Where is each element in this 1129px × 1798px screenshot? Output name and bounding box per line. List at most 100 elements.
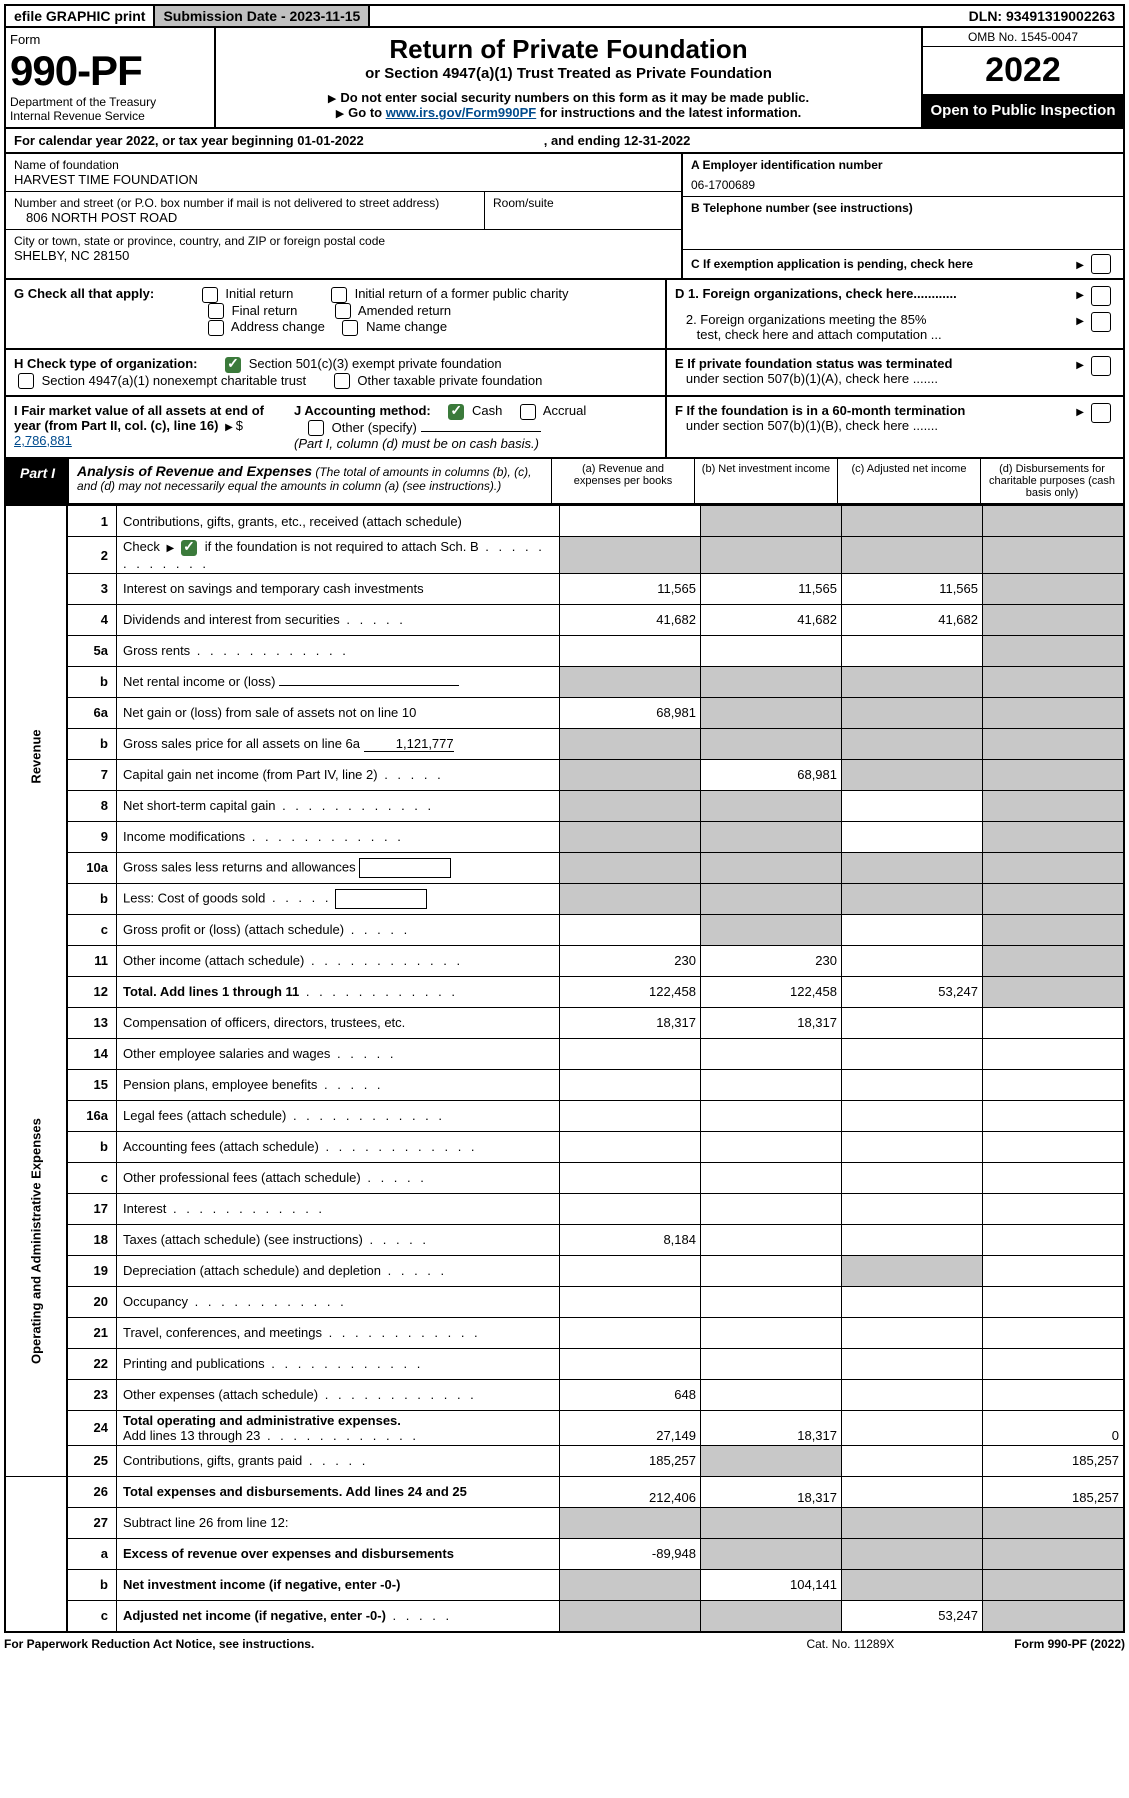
d2-checkbox[interactable] [1091, 312, 1111, 332]
calendar-year-row: For calendar year 2022, or tax year begi… [4, 129, 1125, 154]
omb-number: OMB No. 1545-0047 [923, 28, 1123, 47]
col-d-header: (d) Disbursements for charitable purpose… [980, 459, 1123, 503]
line-8: Net short-term capital gain [123, 798, 275, 813]
ein-label: A Employer identification number [691, 158, 883, 172]
line-7: Capital gain net income (from Part IV, l… [123, 767, 378, 782]
g-o5: Address change [231, 319, 325, 334]
f1: F If the foundation is in a 60-month ter… [675, 403, 965, 418]
h-o2: Section 4947(a)(1) nonexempt charitable … [42, 373, 306, 388]
r11-a: 230 [560, 945, 701, 976]
line-16b: Accounting fees (attach schedule) [123, 1139, 319, 1154]
form-subtitle: or Section 4947(a)(1) Trust Treated as P… [220, 65, 917, 82]
cal-a: For calendar year 2022, or tax year begi… [14, 133, 364, 148]
line-23: Other expenses (attach schedule) [123, 1387, 318, 1402]
h-label: H Check type of organization: [14, 356, 197, 371]
line-17: Interest [123, 1201, 166, 1216]
submission-date: Submission Date - 2023-11-15 [155, 6, 370, 26]
f2: under section 507(b)(1)(B), check here .… [686, 418, 938, 433]
r6a-a: 68,981 [560, 697, 701, 728]
r3-b: 11,565 [701, 573, 842, 604]
d2b: test, check here and attach computation … [697, 327, 942, 342]
phone-label: B Telephone number (see instructions) [691, 201, 913, 215]
top-bar: efile GRAPHIC print Submission Date - 20… [4, 4, 1125, 28]
r27c-c: 53,247 [842, 1600, 983, 1632]
h-4947-checkbox[interactable] [18, 373, 34, 389]
line-24a: Total operating and administrative expen… [123, 1413, 401, 1428]
line-27b: Net investment income (if negative, ente… [117, 1569, 560, 1600]
arrow-icon [1073, 403, 1087, 451]
efile-label: efile GRAPHIC print [6, 6, 155, 26]
exemption-checkbox[interactable] [1091, 254, 1111, 274]
line-12: Total. Add lines 1 through 11 [123, 984, 299, 999]
city-state-zip: SHELBY, NC 28150 [14, 248, 673, 263]
section-i-j-f: I Fair market value of all assets at end… [4, 397, 1125, 459]
r25-a: 185,257 [560, 1445, 701, 1476]
foundation-name: HARVEST TIME FOUNDATION [14, 172, 673, 187]
g-o3: Final return [232, 303, 298, 318]
line-20: Occupancy [123, 1294, 188, 1309]
g-o4: Amended return [358, 303, 451, 318]
g-address-change-checkbox[interactable] [208, 320, 224, 336]
col-c-header: (c) Adjusted net income [837, 459, 980, 503]
arrow-icon [1073, 286, 1087, 306]
h-other-taxable-checkbox[interactable] [334, 373, 350, 389]
line-4: Dividends and interest from securities [123, 612, 340, 627]
g-final-return-checkbox[interactable] [208, 303, 224, 319]
part-1-tag: Part I [6, 459, 69, 503]
g-initial-return-checkbox[interactable] [202, 287, 218, 303]
r4-a: 41,682 [560, 604, 701, 635]
r27a-a: -89,948 [560, 1538, 701, 1569]
line-1: Contributions, gifts, grants, etc., rece… [117, 506, 560, 537]
r11-b: 230 [701, 945, 842, 976]
ein-value: 06-1700689 [691, 178, 1115, 192]
d1-checkbox[interactable] [1091, 286, 1111, 306]
r26-a: 212,406 [560, 1476, 701, 1507]
j-label: J Accounting method: [294, 403, 431, 418]
revenue-side-label: Revenue [5, 506, 67, 1008]
e-checkbox[interactable] [1091, 356, 1111, 376]
section-g-d: G Check all that apply: Initial return I… [4, 280, 1125, 350]
g-initial-former-checkbox[interactable] [331, 287, 347, 303]
line-6b: Gross sales price for all assets on line… [123, 736, 360, 751]
arrow-icon [222, 418, 236, 433]
r23-a: 648 [560, 1379, 701, 1410]
e1: E If private foundation status was termi… [675, 356, 952, 371]
room-label: Room/suite [485, 192, 681, 229]
g-o6: Name change [366, 319, 447, 334]
arrow-icon [1073, 257, 1087, 271]
line-11: Other income (attach schedule) [123, 953, 304, 968]
section-h-e: H Check type of organization: Section 50… [4, 350, 1125, 397]
j-o3: Other (specify) [332, 420, 417, 435]
line-10c: Gross profit or (loss) (attach schedule) [123, 922, 344, 937]
j-accrual-checkbox[interactable] [520, 404, 536, 420]
f-checkbox[interactable] [1091, 403, 1111, 423]
line-27c: Adjusted net income (if negative, enter … [123, 1608, 386, 1623]
line-22: Printing and publications [123, 1356, 265, 1371]
g-name-change-checkbox[interactable] [342, 320, 358, 336]
exemption-pending-label: C If exemption application is pending, c… [691, 257, 1073, 271]
form-number: 990-PF [10, 47, 210, 95]
form-header: Form 990-PF Department of the Treasury I… [4, 28, 1125, 129]
j-cash-checkbox[interactable] [448, 404, 464, 420]
line-2-checkbox[interactable] [181, 540, 197, 556]
r12-a: 122,458 [560, 976, 701, 1007]
i-value: 2,786,881 [14, 433, 72, 448]
form-word: Form [10, 32, 210, 47]
cal-b: , and ending 12-31-2022 [544, 133, 691, 148]
line-26: Total expenses and disbursements. Add li… [123, 1484, 467, 1499]
line-21: Travel, conferences, and meetings [123, 1325, 322, 1340]
irs-link[interactable]: www.irs.gov/Form990PF [386, 105, 537, 120]
col-b-header: (b) Net investment income [694, 459, 837, 503]
r3-a: 11,565 [560, 573, 701, 604]
line-13: Compensation of officers, directors, tru… [117, 1007, 560, 1038]
r24-a: 27,149 [560, 1410, 701, 1445]
g-amended-return-checkbox[interactable] [335, 303, 351, 319]
r13-a: 18,317 [560, 1007, 701, 1038]
open-public: Open to Public Inspection [923, 94, 1123, 127]
h-501c3-checkbox[interactable] [225, 357, 241, 373]
j-other-checkbox[interactable] [308, 420, 324, 436]
dln: DLN: 93491319002263 [961, 6, 1123, 26]
r18-a: 8,184 [560, 1224, 701, 1255]
line-24b: Add lines 13 through 23 [123, 1428, 260, 1443]
instr-2b: for instructions and the latest informat… [536, 105, 801, 120]
